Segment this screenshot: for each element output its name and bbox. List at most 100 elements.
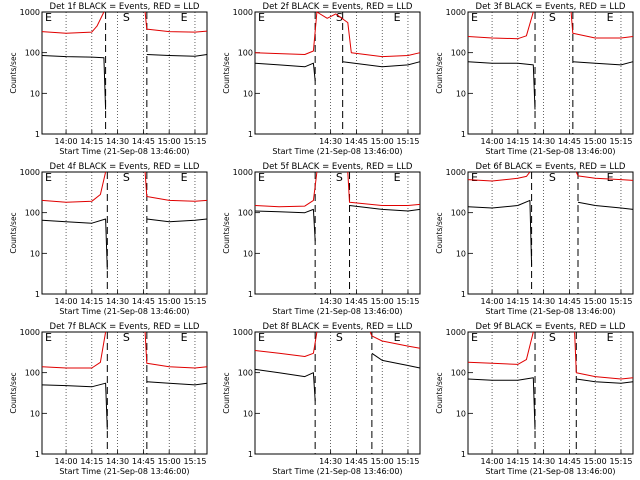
- y-tick-label: 1: [461, 450, 466, 459]
- y-tick-label: 100: [451, 49, 466, 58]
- event-marker: E: [45, 331, 52, 344]
- y-tick-label: 100: [25, 369, 40, 378]
- x-tick-label: 14:30: [532, 137, 555, 146]
- y-tick-label: 1000: [446, 8, 466, 17]
- x-tick-label: 15:15: [396, 137, 419, 146]
- detector-panel-2: Det 2f BLACK = Events, RED = LLD 14:30 14:…: [222, 2, 421, 156]
- y-tick-label: 100: [451, 369, 466, 378]
- series-line-lld: [254, 11, 421, 58]
- panel-title: Det 8f BLACK = Events, RED = LLD: [263, 322, 413, 332]
- x-tick-label: 14:45: [558, 297, 581, 306]
- x-tick-label: 15:00: [584, 137, 607, 146]
- panel-title: Det 9f BLACK = Events, RED = LLD: [476, 322, 626, 332]
- panel-title: Det 5f BLACK = Events, RED = LLD: [263, 162, 413, 172]
- series-line-events: [467, 61, 634, 110]
- event-marker: E: [607, 11, 614, 24]
- y-tick-label: 1: [248, 450, 253, 459]
- plot-frame: [41, 11, 208, 135]
- panel-title: Det 6f BLACK = Events, RED = LLD: [476, 162, 626, 172]
- x-tick-label: 14:30: [106, 137, 129, 146]
- x-tick-label: 15:15: [183, 137, 206, 146]
- y-axis-label: Counts/sec: [222, 52, 231, 93]
- series-line-events: [41, 218, 208, 270]
- x-axis-label: Start Time (21-Sep-08 13:46:00): [59, 467, 189, 476]
- x-tick-label: 14:30: [532, 297, 555, 306]
- series-line-lld: [41, 171, 208, 203]
- event-marker: E: [45, 11, 52, 24]
- y-tick-label: 100: [238, 369, 253, 378]
- x-tick-label: 14:30: [319, 457, 342, 466]
- x-tick-label: 15:00: [371, 297, 394, 306]
- event-marker: E: [181, 171, 188, 184]
- x-axis-label: Start Time (21-Sep-08 13:46:00): [485, 467, 615, 476]
- x-tick-label: 15:00: [158, 297, 181, 306]
- event-marker: E: [471, 11, 478, 24]
- x-tick-label: 14:45: [558, 457, 581, 466]
- x-tick-label: 14:30: [532, 457, 555, 466]
- event-marker: E: [258, 331, 265, 344]
- y-tick-label: 10: [456, 409, 466, 418]
- event-marker: E: [45, 171, 52, 184]
- event-marker: S: [336, 171, 343, 184]
- x-axis-label: Start Time (21-Sep-08 13:46:00): [272, 307, 402, 316]
- series-line-events: [467, 199, 634, 266]
- series-line-lld: [254, 171, 421, 208]
- plot-frame: [41, 171, 208, 295]
- x-tick-label: 14:15: [506, 297, 529, 306]
- plot-frame: [467, 11, 634, 135]
- y-tick-label: 1000: [233, 168, 253, 177]
- series-line-events: [41, 54, 208, 110]
- x-tick-label: 15:00: [158, 457, 181, 466]
- plot-frame: [41, 331, 208, 455]
- event-marker: E: [394, 331, 401, 344]
- panel-title: Det 1f BLACK = Events, RED = LLD: [50, 2, 200, 12]
- x-tick-label: 14:45: [132, 297, 155, 306]
- x-tick-label: 14:30: [106, 297, 129, 306]
- event-marker: E: [394, 11, 401, 24]
- detector-panel-5: Det 5f BLACK = Events, RED = LLD 14:30 14:…: [222, 162, 421, 316]
- x-tick-label: 14:15: [80, 297, 103, 306]
- event-marker: E: [471, 331, 478, 344]
- series-line-events: [254, 61, 421, 82]
- event-marker: S: [123, 331, 130, 344]
- y-tick-label: 100: [25, 49, 40, 58]
- y-axis-label: Counts/sec: [222, 212, 231, 253]
- plot-frame: [254, 171, 421, 295]
- y-tick-label: 1: [248, 290, 253, 299]
- y-axis-label: Counts/sec: [435, 52, 444, 93]
- event-marker: S: [549, 331, 556, 344]
- y-tick-label: 10: [456, 89, 466, 98]
- event-marker: S: [336, 11, 343, 24]
- x-axis-label: Start Time (21-Sep-08 13:46:00): [485, 307, 615, 316]
- x-tick-label: 14:30: [319, 137, 342, 146]
- x-axis-label: Start Time (21-Sep-08 13:46:00): [272, 147, 402, 156]
- y-tick-label: 1: [461, 130, 466, 139]
- y-tick-label: 100: [451, 209, 466, 218]
- y-tick-label: 100: [25, 209, 40, 218]
- x-tick-label: 15:15: [183, 457, 206, 466]
- y-tick-label: 1: [35, 130, 40, 139]
- x-tick-label: 14:45: [345, 457, 368, 466]
- x-tick-label: 14:45: [345, 137, 368, 146]
- y-tick-label: 10: [243, 89, 253, 98]
- x-tick-label: 15:15: [609, 297, 632, 306]
- series-line-lld: [41, 331, 208, 369]
- x-tick-label: 15:00: [371, 137, 394, 146]
- plot-frame: [467, 171, 634, 295]
- x-tick-label: 14:15: [506, 137, 529, 146]
- y-tick-label: 1: [35, 290, 40, 299]
- plot-frame: [467, 331, 634, 455]
- y-tick-label: 10: [243, 409, 253, 418]
- panel-title: Det 7f BLACK = Events, RED = LLD: [50, 322, 200, 332]
- plot-frame: [254, 331, 421, 455]
- x-tick-label: 14:45: [558, 137, 581, 146]
- event-marker: E: [471, 171, 478, 184]
- x-axis-label: Start Time (21-Sep-08 13:46:00): [59, 307, 189, 316]
- y-tick-label: 1: [35, 450, 40, 459]
